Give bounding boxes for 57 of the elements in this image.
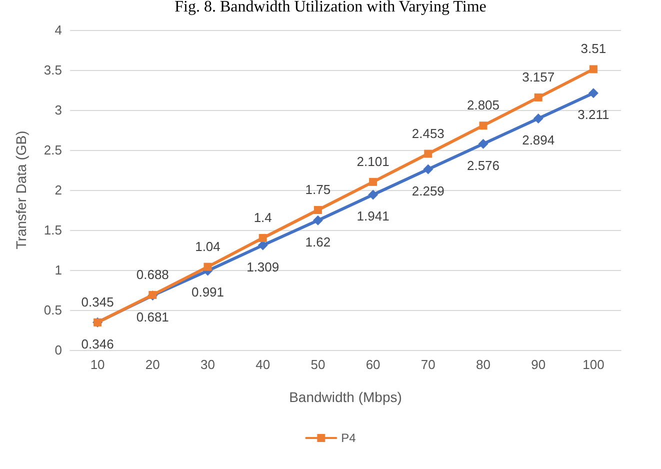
data-label: 1.4 [254, 210, 272, 225]
point [534, 93, 542, 102]
y-tick-label: 0.5 [44, 302, 62, 318]
point [312, 215, 323, 226]
point [423, 164, 434, 174]
y-tick-label: 1.5 [44, 222, 62, 238]
y-tick-label: 0 [54, 342, 62, 358]
data-label: 3.211 [578, 107, 610, 122]
data-label: 3.51 [580, 41, 606, 56]
y-tick-label: 3 [54, 102, 62, 118]
point [478, 138, 488, 149]
x-tick-label: 40 [256, 357, 270, 372]
data-label: 1.941 [356, 208, 390, 224]
point [479, 122, 488, 130]
data-label: 0.681 [136, 310, 169, 325]
x-tick-label: 100 [582, 357, 604, 372]
data-label: 1.309 [246, 259, 280, 274]
data-label: 1.62 [305, 234, 331, 250]
point [424, 150, 432, 158]
point [314, 206, 322, 214]
point [369, 178, 378, 186]
x-tick-label: 10 [90, 357, 105, 372]
x-tick-label: 80 [476, 357, 490, 372]
data-label: 0.345 [81, 294, 114, 310]
data-label: 2.259 [412, 183, 444, 198]
x-tick-label: 30 [200, 357, 215, 372]
data-label: 1.75 [305, 182, 331, 197]
legend-label: P4 [341, 431, 356, 445]
y-tick-label: 3.5 [44, 62, 62, 78]
point [368, 190, 378, 200]
y-tick-label: 2.5 [44, 142, 62, 158]
point [533, 113, 544, 124]
point [589, 65, 598, 74]
data-label: 0.991 [191, 284, 224, 300]
data-label: 2.894 [522, 132, 555, 148]
data-label: 2.101 [356, 154, 390, 169]
data-label: 1.04 [195, 238, 220, 254]
data-label: 0.688 [136, 266, 169, 282]
x-axis-title: Bandwidth (Mbps) [289, 389, 402, 405]
y-tick-label: 4 [54, 22, 62, 38]
x-tick-label: 50 [310, 357, 326, 372]
y-tick-label: 2 [54, 182, 62, 198]
y-axis-title: Transfer Data (GB) [13, 130, 29, 250]
x-tick-label: 20 [145, 357, 160, 372]
point [204, 262, 212, 271]
y-tick-label: 1 [54, 262, 62, 278]
data-label: 2.576 [466, 158, 500, 173]
data-label: 2.453 [412, 126, 444, 141]
point [258, 234, 267, 242]
x-tick-label: 90 [531, 357, 546, 372]
data-label: 2.805 [466, 98, 500, 113]
chart-title: Fig. 8. Bandwidth Utilization with Varying Time [174, 0, 486, 16]
data-label: 3.157 [522, 69, 555, 84]
data-label: 0.346 [81, 336, 114, 352]
x-tick-label: 60 [366, 357, 380, 372]
x-tick-label: 70 [420, 357, 436, 372]
point [588, 88, 598, 98]
